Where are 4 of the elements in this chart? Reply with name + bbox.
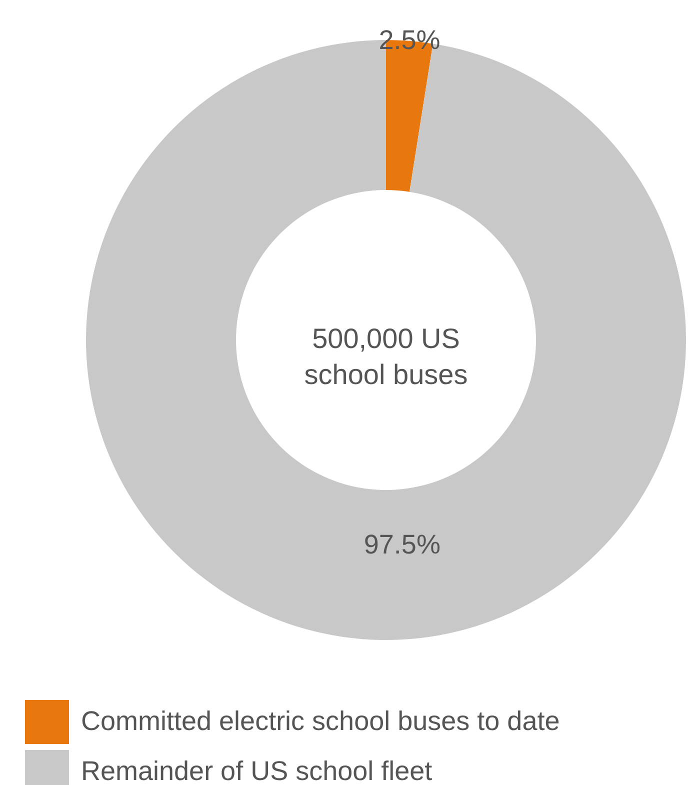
legend-label: Committed electric school buses to date bbox=[81, 706, 560, 736]
data-label: 97.5% bbox=[364, 530, 440, 560]
legend-label: Remainder of US school fleet bbox=[81, 756, 433, 785]
text: 500,000 US school buses bbox=[304, 323, 468, 390]
